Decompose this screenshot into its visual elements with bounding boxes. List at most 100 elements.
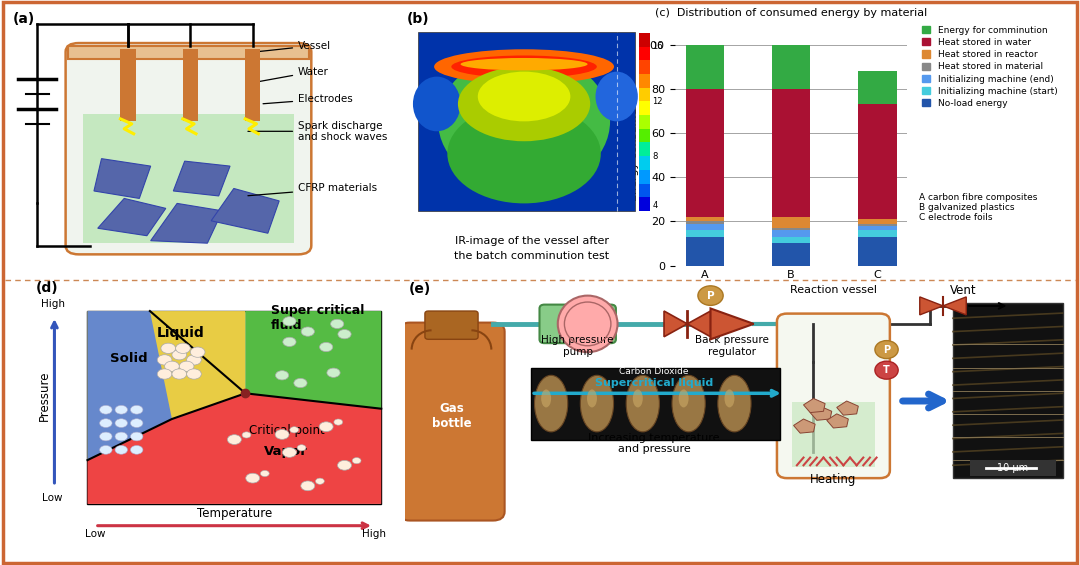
FancyBboxPatch shape xyxy=(424,311,478,340)
Circle shape xyxy=(99,445,112,454)
Circle shape xyxy=(131,405,143,414)
Circle shape xyxy=(283,447,296,457)
Polygon shape xyxy=(245,311,381,408)
Circle shape xyxy=(334,419,342,425)
Text: Back pressure
regulator: Back pressure regulator xyxy=(696,335,769,357)
Polygon shape xyxy=(943,297,967,315)
Circle shape xyxy=(297,445,306,451)
Polygon shape xyxy=(87,311,245,460)
Ellipse shape xyxy=(460,58,588,71)
Circle shape xyxy=(283,317,296,326)
Bar xyxy=(639,74,650,88)
Circle shape xyxy=(131,419,143,428)
Bar xyxy=(686,230,725,237)
Circle shape xyxy=(161,343,176,354)
Circle shape xyxy=(172,350,187,360)
Circle shape xyxy=(176,343,190,354)
Ellipse shape xyxy=(434,49,615,84)
Circle shape xyxy=(352,458,361,464)
Bar xyxy=(639,60,650,74)
Text: A carbon fibre composites
B galvanized plastics
C electrode foils: A carbon fibre composites B galvanized p… xyxy=(919,193,1037,223)
Text: Low: Low xyxy=(84,529,105,539)
Circle shape xyxy=(315,478,324,484)
Bar xyxy=(639,101,650,115)
Text: Carbon Dioxide: Carbon Dioxide xyxy=(619,367,689,376)
Circle shape xyxy=(242,432,251,438)
Circle shape xyxy=(875,341,899,359)
Bar xyxy=(121,49,136,121)
Ellipse shape xyxy=(678,389,689,407)
Text: Super critical
fluid: Super critical fluid xyxy=(271,304,364,332)
Text: the batch comminution test: the batch comminution test xyxy=(455,251,609,262)
Circle shape xyxy=(320,342,333,351)
Bar xyxy=(858,105,896,219)
Circle shape xyxy=(275,371,288,380)
Polygon shape xyxy=(687,311,711,337)
Polygon shape xyxy=(920,297,943,315)
Circle shape xyxy=(338,460,351,470)
Text: (e): (e) xyxy=(408,282,431,296)
Polygon shape xyxy=(711,308,754,340)
FancyBboxPatch shape xyxy=(777,314,890,478)
Text: (d): (d) xyxy=(36,281,58,295)
Circle shape xyxy=(158,355,172,365)
FancyBboxPatch shape xyxy=(970,460,1056,476)
Bar xyxy=(772,228,810,230)
Ellipse shape xyxy=(541,389,551,407)
Text: High: High xyxy=(41,299,65,309)
FancyBboxPatch shape xyxy=(66,43,311,254)
Circle shape xyxy=(283,337,296,346)
Polygon shape xyxy=(97,198,166,236)
Text: Low: Low xyxy=(42,493,63,503)
Text: Pressure: Pressure xyxy=(38,371,51,421)
Circle shape xyxy=(99,432,112,441)
Legend: Energy for comminution, Heat stored in water, Heat stored in reactor, Heat store: Energy for comminution, Heat stored in w… xyxy=(919,22,1061,111)
Text: Heating: Heating xyxy=(810,473,856,486)
Bar xyxy=(639,33,650,47)
Title: (c)  Distribution of consumed energy by material: (c) Distribution of consumed energy by m… xyxy=(654,8,928,18)
Ellipse shape xyxy=(458,67,591,141)
Bar xyxy=(858,230,896,237)
Bar xyxy=(183,49,198,121)
Circle shape xyxy=(301,481,314,491)
Circle shape xyxy=(131,432,143,441)
Polygon shape xyxy=(804,398,825,412)
Text: Vessel: Vessel xyxy=(248,41,332,53)
FancyBboxPatch shape xyxy=(399,323,504,520)
Bar xyxy=(772,89,810,217)
Circle shape xyxy=(289,427,299,433)
Bar xyxy=(639,142,650,156)
Circle shape xyxy=(116,419,127,428)
Bar xyxy=(858,219,896,224)
Bar xyxy=(686,89,725,217)
Ellipse shape xyxy=(588,389,597,407)
Ellipse shape xyxy=(718,375,751,432)
Bar xyxy=(418,32,635,211)
Circle shape xyxy=(187,369,201,379)
Circle shape xyxy=(164,361,179,371)
Text: Reaction vessel: Reaction vessel xyxy=(789,285,877,295)
Polygon shape xyxy=(212,189,279,233)
Circle shape xyxy=(131,445,143,454)
Text: High: High xyxy=(362,529,386,539)
Polygon shape xyxy=(151,203,222,243)
Bar xyxy=(772,230,810,237)
Circle shape xyxy=(179,361,194,371)
Bar xyxy=(953,303,1063,478)
Circle shape xyxy=(275,429,289,440)
Circle shape xyxy=(116,405,127,414)
Bar xyxy=(639,88,650,102)
Bar xyxy=(639,156,650,170)
Text: Solid: Solid xyxy=(109,353,147,366)
Text: (b): (b) xyxy=(406,12,429,26)
Text: Water: Water xyxy=(248,67,329,84)
Bar xyxy=(858,71,896,105)
Circle shape xyxy=(698,286,724,305)
Ellipse shape xyxy=(447,104,600,203)
Bar xyxy=(858,237,896,266)
Bar xyxy=(639,129,650,142)
Polygon shape xyxy=(174,161,230,196)
Text: 16: 16 xyxy=(652,42,663,51)
Bar xyxy=(686,221,725,224)
Ellipse shape xyxy=(595,72,638,121)
